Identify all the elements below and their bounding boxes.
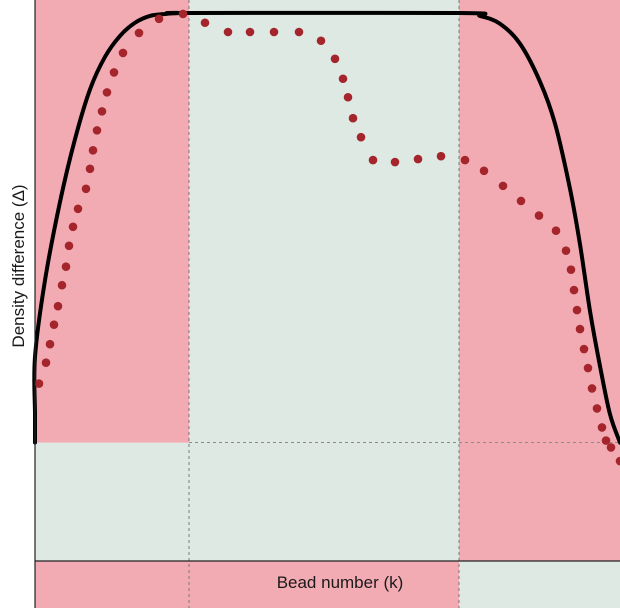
data-point xyxy=(68,222,78,232)
data-point xyxy=(460,155,470,165)
data-point xyxy=(587,384,597,393)
data-point xyxy=(597,423,607,432)
data-point xyxy=(73,204,83,214)
data-point xyxy=(294,27,304,37)
data-point xyxy=(606,443,616,452)
model-curve-layer xyxy=(32,10,620,445)
region-1 xyxy=(35,0,189,443)
region-3 xyxy=(459,0,620,561)
data-point xyxy=(615,456,620,466)
model-curve xyxy=(32,10,620,445)
data-point xyxy=(85,164,95,174)
data-point xyxy=(223,27,233,37)
x-axis-label: Bead number (k) xyxy=(277,573,404,592)
data-point xyxy=(566,265,576,274)
data-point xyxy=(479,166,489,176)
data-point xyxy=(561,246,571,255)
data-point xyxy=(134,28,144,38)
guide-lines xyxy=(188,0,620,608)
data-point xyxy=(45,339,55,349)
data-point xyxy=(97,107,107,116)
data-point xyxy=(316,36,326,46)
data-point xyxy=(569,285,579,295)
data-point xyxy=(338,74,348,84)
axis-band-segment-1 xyxy=(189,561,459,608)
data-point xyxy=(343,92,353,102)
data-point xyxy=(390,157,400,167)
data-point xyxy=(61,262,71,272)
data-point xyxy=(356,132,366,142)
data-point xyxy=(118,48,128,58)
data-point xyxy=(154,14,164,24)
data-point xyxy=(572,305,582,315)
data-point xyxy=(575,324,585,334)
axis-band xyxy=(35,561,620,608)
data-point xyxy=(579,344,589,354)
data-point xyxy=(498,181,508,191)
data-point xyxy=(592,404,602,413)
observed-dots-layer xyxy=(34,9,620,466)
data-point xyxy=(64,241,74,251)
data-point xyxy=(551,226,561,235)
data-point xyxy=(534,211,544,220)
data-point xyxy=(102,88,112,97)
data-point xyxy=(601,436,611,445)
region-0 xyxy=(35,442,189,561)
y-axis-label: Density difference (Δ) xyxy=(9,184,28,347)
data-point xyxy=(178,9,188,19)
data-point xyxy=(245,27,255,37)
data-point xyxy=(81,184,91,194)
region-2 xyxy=(189,0,459,561)
data-point xyxy=(348,113,358,123)
data-point xyxy=(34,379,44,388)
data-point xyxy=(49,320,59,329)
data-point xyxy=(583,363,593,373)
data-point xyxy=(92,126,102,135)
data-point xyxy=(269,27,279,37)
data-point xyxy=(413,154,423,164)
data-point xyxy=(109,68,119,77)
data-point xyxy=(200,18,210,28)
data-point xyxy=(516,196,526,206)
data-point xyxy=(53,301,63,311)
data-point xyxy=(368,155,378,165)
axis-band-segment-0 xyxy=(35,561,189,608)
data-point xyxy=(88,146,98,155)
data-point xyxy=(330,54,340,64)
background-regions xyxy=(35,0,620,561)
data-point xyxy=(41,358,51,367)
data-point xyxy=(57,280,67,290)
data-point xyxy=(436,151,446,161)
axis-band-segment-2 xyxy=(459,561,620,608)
